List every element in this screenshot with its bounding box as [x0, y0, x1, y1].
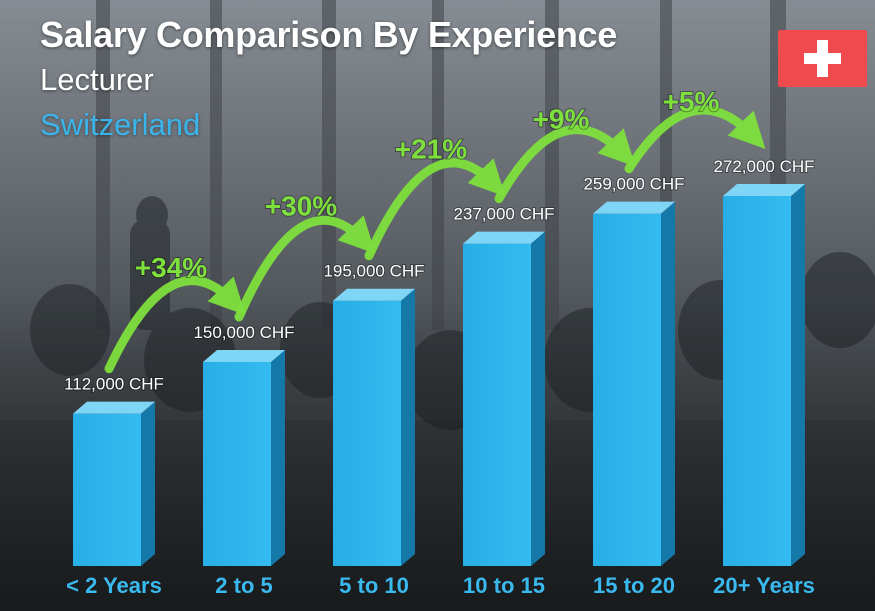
- bar-top: [73, 401, 155, 414]
- category-label: 10 to 15: [463, 573, 545, 598]
- flag-cross-vertical: [817, 40, 828, 77]
- category-label: < 2 Years: [66, 573, 162, 598]
- growth-label: +9%: [533, 104, 590, 135]
- value-label: 237,000 CHF: [453, 205, 554, 224]
- growth-arrow: [624, 105, 766, 174]
- bar-side: [401, 288, 415, 566]
- value-label: 195,000 CHF: [323, 262, 424, 281]
- value-label: 272,000 CHF: [713, 157, 814, 176]
- bar-top: [203, 349, 285, 362]
- growth-label: +21%: [395, 134, 467, 165]
- growth-label: +30%: [265, 191, 337, 222]
- bar-side: [791, 184, 805, 566]
- growth-label: +34%: [135, 252, 207, 283]
- bar: [333, 300, 401, 566]
- bar-side: [141, 401, 155, 566]
- value-label: 259,000 CHF: [583, 175, 684, 194]
- category-label: 20+ Years: [713, 573, 815, 598]
- category-label: 2 to 5: [215, 573, 272, 598]
- switzerland-flag-icon: [778, 30, 867, 87]
- bar-top: [593, 201, 675, 214]
- value-label: 112,000 CHF: [64, 375, 164, 394]
- category-label: 5 to 10: [339, 573, 409, 598]
- growth-arrow: [494, 125, 636, 204]
- category-label: 15 to 20: [593, 573, 675, 598]
- bar: [73, 413, 141, 566]
- growth-arrow: [234, 215, 376, 322]
- bar-top: [463, 231, 545, 244]
- bar-side: [661, 201, 675, 566]
- bar-side: [531, 231, 545, 566]
- bar-top: [723, 184, 805, 196]
- bar: [593, 213, 661, 566]
- job-title: Lecturer: [40, 62, 154, 97]
- bar: [723, 196, 791, 566]
- growth-arrow: [364, 158, 506, 261]
- bar: [203, 361, 271, 566]
- growth-arrow: [104, 275, 246, 374]
- bar-top: [333, 288, 415, 301]
- country-name: Switzerland: [40, 107, 201, 142]
- value-label: 150,000 CHF: [193, 323, 294, 342]
- growth-label: +5%: [663, 86, 720, 117]
- bar: [463, 243, 531, 566]
- page-title: Salary Comparison By Experience: [40, 14, 617, 55]
- bar-side: [271, 349, 285, 566]
